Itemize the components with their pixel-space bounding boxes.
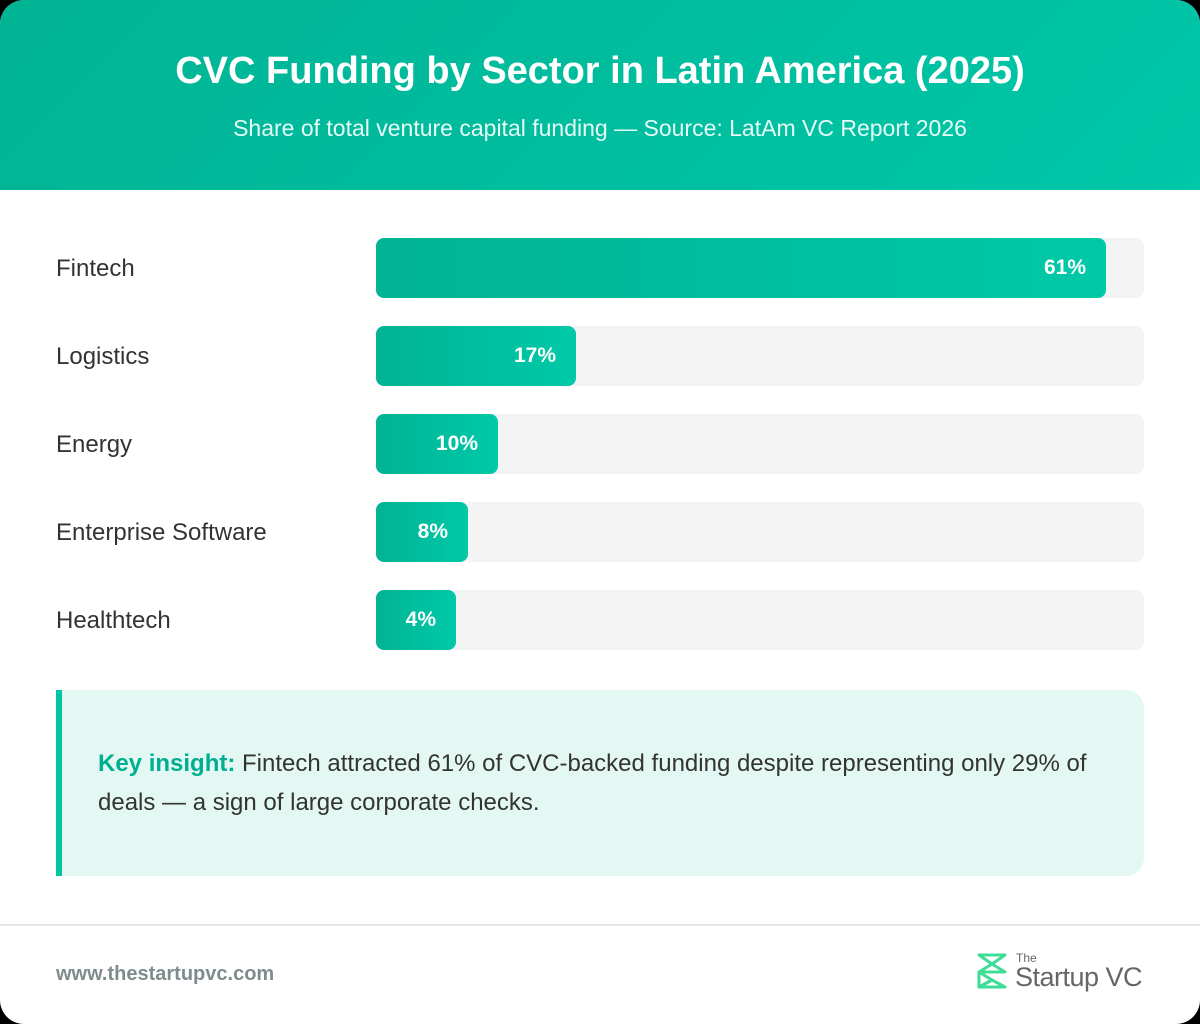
bar-value: 10%	[435, 432, 478, 455]
footer-divider	[0, 924, 1200, 926]
logo-icon	[977, 953, 1007, 989]
bar-fill: 4%	[376, 590, 456, 650]
bar-label: Energy	[56, 431, 133, 458]
website-link[interactable]: www.thestartupvc.com	[56, 963, 275, 985]
bar-row-energy: Energy 10%	[0, 414, 1200, 474]
bar-row-enterprise-software: Enterprise Software 8%	[0, 502, 1200, 562]
bar-fill: 17%	[376, 326, 576, 386]
insight-key-label: Key insight:	[98, 750, 236, 777]
bar-label: Logistics	[56, 343, 150, 370]
logo-the-text: The	[1016, 951, 1037, 965]
logo-name-text: Startup VC	[1015, 962, 1143, 992]
insight-text: Key insight: Fintech attracted 61% of CV…	[98, 744, 1108, 822]
bar-label: Fintech	[56, 255, 135, 282]
insight-body: Fintech attracted 61% of CVC-backed fund…	[98, 750, 1087, 816]
bar-value: 8%	[417, 520, 448, 543]
bar-value: 4%	[405, 608, 436, 631]
bar-track: 10%	[376, 414, 1144, 474]
bar-track: 61%	[376, 238, 1144, 298]
bar-label: Healthtech	[56, 607, 171, 634]
bar-fill: 10%	[376, 414, 498, 474]
chart-subtitle: Share of total venture capital funding —…	[233, 115, 967, 141]
bar-row-logistics: Logistics 17%	[0, 326, 1200, 386]
key-insight-callout: Key insight: Fintech attracted 61% of CV…	[56, 690, 1144, 876]
bar-row-fintech: Fintech 61%	[0, 238, 1200, 298]
chart-title: CVC Funding by Sector in Latin America (…	[175, 50, 1025, 92]
header-banner: CVC Funding by Sector in Latin America (…	[0, 0, 1200, 190]
bar-value: 61%	[1043, 256, 1086, 279]
bar-value: 17%	[513, 344, 556, 367]
bar-row-healthtech: Healthtech 4%	[0, 590, 1200, 650]
bar-label: Enterprise Software	[56, 519, 267, 546]
bar-track: 8%	[376, 502, 1144, 562]
bar-track: 4%	[376, 590, 1144, 650]
startup-vc-logo: The Startup VC	[974, 950, 1149, 995]
bar-track: 17%	[376, 326, 1144, 386]
bar-fill: 61%	[376, 238, 1106, 298]
bar-fill: 8%	[376, 502, 468, 562]
